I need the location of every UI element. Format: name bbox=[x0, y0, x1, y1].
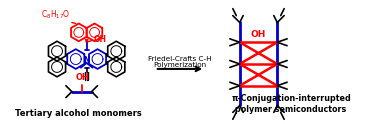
Text: OH: OH bbox=[93, 35, 107, 44]
Text: Friedel-Crafts C-H: Friedel-Crafts C-H bbox=[148, 56, 212, 62]
Text: π-Conjugation-interrupted
polymer semiconductors: π-Conjugation-interrupted polymer semico… bbox=[231, 94, 351, 114]
Text: OH: OH bbox=[251, 30, 266, 39]
Text: OH: OH bbox=[76, 73, 90, 82]
Text: Polymerization: Polymerization bbox=[153, 62, 207, 68]
Text: Tertiary alcohol monomers: Tertiary alcohol monomers bbox=[15, 109, 142, 118]
Text: $\mathsf{C_8H_{17}O}$: $\mathsf{C_8H_{17}O}$ bbox=[41, 8, 71, 20]
Text: N: N bbox=[83, 56, 90, 64]
